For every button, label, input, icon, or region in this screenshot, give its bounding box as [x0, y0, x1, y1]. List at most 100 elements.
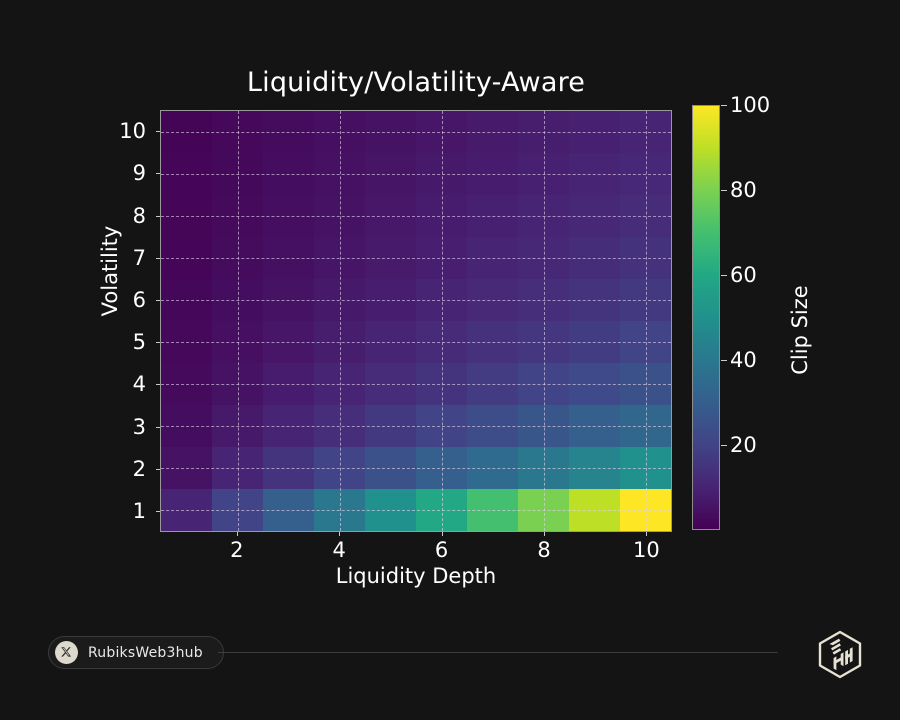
heatmap-cell — [620, 153, 671, 195]
heatmap-cell — [212, 153, 263, 195]
heatmap-cell — [212, 405, 263, 447]
x-tick-label: 10 — [633, 538, 660, 562]
colorbar-tick-mark — [721, 360, 727, 361]
y-tick-mark — [156, 173, 160, 175]
heatmap-cell — [467, 237, 518, 279]
heatmap-cell — [263, 153, 314, 195]
heatmap-cell — [518, 279, 569, 321]
y-tick-label: 8 — [132, 203, 146, 228]
heatmap-cell — [365, 111, 416, 153]
heatmap-cell — [467, 363, 518, 405]
heatmap-cell — [365, 237, 416, 279]
heatmap-cell — [569, 447, 620, 489]
heatmap-cell — [467, 489, 518, 531]
heatmap-cell — [161, 153, 212, 195]
y-tick-label: 1 — [132, 498, 146, 523]
heatmap-cell — [161, 489, 212, 531]
heatmap-cell — [365, 447, 416, 489]
colorbar-tick-label: 60 — [730, 263, 757, 287]
heatmap-cell — [416, 447, 467, 489]
y-tick-label: 2 — [132, 456, 146, 481]
heatmap-cell — [365, 363, 416, 405]
heatmap-cell — [161, 447, 212, 489]
heatmap-cell — [569, 279, 620, 321]
heatmap-cell — [365, 279, 416, 321]
heatmap-cell — [263, 111, 314, 153]
heatmap-cell — [518, 237, 569, 279]
x-tick-mark — [646, 532, 648, 536]
y-tick-label: 4 — [132, 372, 146, 397]
y-tick-label: 3 — [132, 414, 146, 439]
heatmap-cell — [161, 321, 212, 363]
heatmap-cell — [314, 111, 365, 153]
heatmap-cell — [314, 363, 365, 405]
heatmap-cell — [467, 195, 518, 237]
colorbar-tick-mark — [721, 445, 727, 446]
heatmap-cell — [518, 363, 569, 405]
heatmap-cell — [467, 111, 518, 153]
colorbar-tick-mark — [721, 275, 727, 276]
heatmap-cell — [161, 111, 212, 153]
heatmap-cell — [467, 447, 518, 489]
heatmap-cell — [314, 447, 365, 489]
heatmap-cell — [416, 195, 467, 237]
heatmap-cell — [263, 447, 314, 489]
colorbar-tick-label: 100 — [730, 93, 771, 117]
heatmap-cell — [620, 111, 671, 153]
heatmap-cell — [620, 363, 671, 405]
heatmap-cell — [518, 153, 569, 195]
x-tick-label: 8 — [537, 538, 551, 562]
heatmap-cell — [620, 447, 671, 489]
heatmap-cell — [365, 405, 416, 447]
x-tick-label: 2 — [230, 538, 244, 562]
heatmap-cell — [569, 237, 620, 279]
y-tick-label: 7 — [132, 245, 146, 270]
heatmap-cell — [518, 405, 569, 447]
y-tick-mark — [156, 510, 160, 512]
heatmap-cell — [314, 153, 365, 195]
heatmap-cell — [263, 321, 314, 363]
y-tick-mark — [156, 131, 160, 133]
heatmap-cell — [365, 321, 416, 363]
heatmap-cell — [620, 321, 671, 363]
y-axis-label: Volatility — [98, 225, 122, 317]
heatmap-cell — [416, 279, 467, 321]
cube-brand-logo-icon — [812, 627, 868, 679]
heatmap-cell — [263, 363, 314, 405]
colorbar-tick-label: 80 — [730, 178, 757, 202]
heatmap-cell — [365, 153, 416, 195]
heatmap-cell — [416, 237, 467, 279]
heatmap-cell — [569, 111, 620, 153]
watermark-handle: RubiksWeb3hub — [88, 644, 203, 661]
watermark-badge[interactable]: RubiksWeb3hub — [48, 636, 224, 669]
colorbar-label: Clip Size — [788, 285, 812, 375]
heatmap-cell — [212, 363, 263, 405]
heatmap-cell — [569, 489, 620, 531]
y-tick-mark — [156, 384, 160, 386]
heatmap-cell — [569, 195, 620, 237]
heatmap-cell-grid — [161, 111, 671, 531]
y-tick-mark — [156, 215, 160, 217]
heatmap-cell — [263, 195, 314, 237]
heatmap-cell — [161, 279, 212, 321]
y-tick-mark — [156, 342, 160, 344]
colorbar-gradient — [693, 106, 719, 529]
heatmap-cell — [620, 405, 671, 447]
heatmap-cell — [620, 237, 671, 279]
heatmap-cell — [212, 447, 263, 489]
y-tick-label: 6 — [132, 287, 146, 312]
heatmap-cell — [161, 195, 212, 237]
heatmap-cell — [212, 321, 263, 363]
heatmap-cell — [620, 489, 671, 531]
heatmap-cell — [569, 153, 620, 195]
heatmap-cell — [518, 489, 569, 531]
heatmap-cell — [467, 321, 518, 363]
x-tick-mark — [339, 532, 341, 536]
x-tick-mark — [236, 532, 238, 536]
heatmap-cell — [416, 153, 467, 195]
heatmap-cell — [416, 405, 467, 447]
heatmap-cell — [569, 321, 620, 363]
colorbar-tick-label: 20 — [730, 433, 757, 457]
heatmap-cell — [263, 405, 314, 447]
